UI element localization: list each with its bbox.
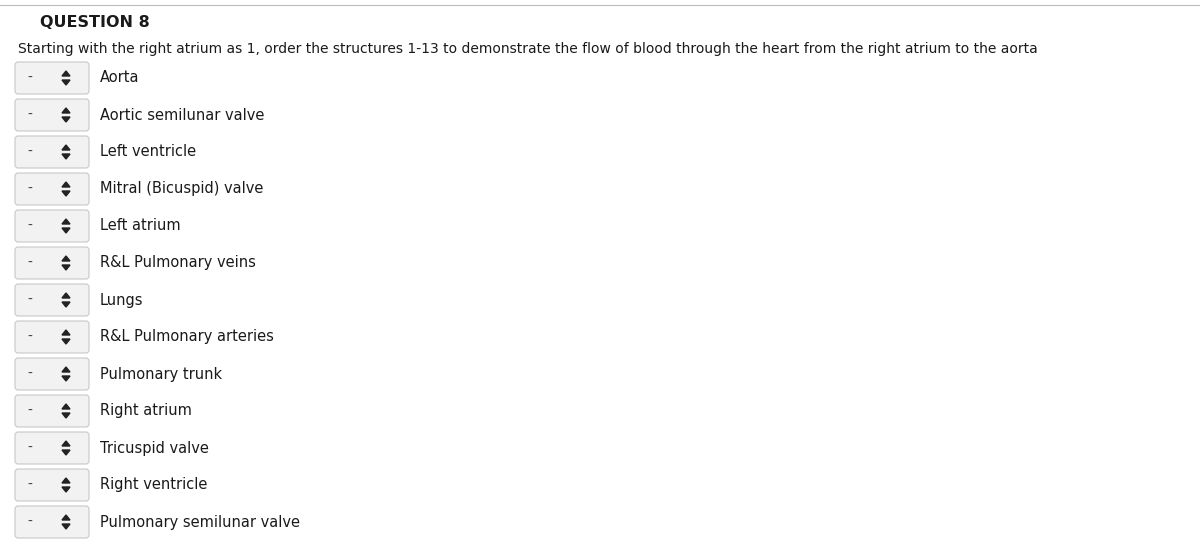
Text: -: - — [28, 330, 32, 344]
Polygon shape — [62, 228, 70, 233]
Polygon shape — [62, 117, 70, 122]
Polygon shape — [62, 487, 70, 492]
Text: Right atrium: Right atrium — [100, 404, 192, 419]
FancyBboxPatch shape — [14, 432, 89, 464]
Text: Tricuspid valve: Tricuspid valve — [100, 440, 209, 456]
Polygon shape — [62, 441, 70, 446]
Polygon shape — [62, 71, 70, 76]
Text: -: - — [28, 182, 32, 196]
Polygon shape — [62, 413, 70, 418]
Text: Lungs: Lungs — [100, 292, 144, 307]
Polygon shape — [62, 339, 70, 344]
Polygon shape — [62, 404, 70, 409]
Polygon shape — [62, 515, 70, 520]
FancyBboxPatch shape — [14, 469, 89, 501]
Polygon shape — [62, 450, 70, 455]
Text: R&L Pulmonary arteries: R&L Pulmonary arteries — [100, 329, 274, 344]
FancyBboxPatch shape — [14, 62, 89, 94]
Polygon shape — [62, 154, 70, 159]
Text: -: - — [28, 478, 32, 492]
Polygon shape — [62, 265, 70, 270]
Text: -: - — [28, 441, 32, 455]
Polygon shape — [62, 182, 70, 187]
Text: -: - — [28, 404, 32, 418]
Polygon shape — [62, 478, 70, 483]
Text: Pulmonary semilunar valve: Pulmonary semilunar valve — [100, 514, 300, 529]
Text: -: - — [28, 256, 32, 270]
Text: Mitral (Bicuspid) valve: Mitral (Bicuspid) valve — [100, 182, 263, 197]
Text: R&L Pulmonary veins: R&L Pulmonary veins — [100, 255, 256, 271]
Text: -: - — [28, 515, 32, 529]
FancyBboxPatch shape — [14, 284, 89, 316]
FancyBboxPatch shape — [14, 506, 89, 538]
Text: Aortic semilunar valve: Aortic semilunar valve — [100, 107, 264, 122]
Text: Left atrium: Left atrium — [100, 219, 181, 234]
FancyBboxPatch shape — [14, 321, 89, 353]
Polygon shape — [62, 302, 70, 307]
Text: QUESTION 8: QUESTION 8 — [40, 15, 150, 30]
Polygon shape — [62, 108, 70, 113]
Text: -: - — [28, 219, 32, 233]
Polygon shape — [62, 293, 70, 298]
Text: -: - — [28, 71, 32, 85]
Polygon shape — [62, 330, 70, 335]
FancyBboxPatch shape — [14, 173, 89, 205]
Text: Pulmonary trunk: Pulmonary trunk — [100, 367, 222, 381]
Polygon shape — [62, 376, 70, 381]
FancyBboxPatch shape — [14, 136, 89, 168]
Text: Aorta: Aorta — [100, 70, 139, 86]
Polygon shape — [62, 80, 70, 85]
Text: Right ventricle: Right ventricle — [100, 477, 208, 492]
Polygon shape — [62, 524, 70, 529]
FancyBboxPatch shape — [14, 395, 89, 427]
Polygon shape — [62, 191, 70, 196]
Polygon shape — [62, 219, 70, 224]
Text: -: - — [28, 293, 32, 307]
Polygon shape — [62, 367, 70, 372]
Text: -: - — [28, 108, 32, 122]
Polygon shape — [62, 145, 70, 150]
Text: -: - — [28, 145, 32, 159]
Polygon shape — [62, 256, 70, 261]
FancyBboxPatch shape — [14, 99, 89, 131]
Text: Left ventricle: Left ventricle — [100, 144, 196, 159]
FancyBboxPatch shape — [14, 358, 89, 390]
FancyBboxPatch shape — [14, 210, 89, 242]
Text: -: - — [28, 367, 32, 381]
FancyBboxPatch shape — [14, 247, 89, 279]
Text: Starting with the right atrium as 1, order the structures 1-13 to demonstrate th: Starting with the right atrium as 1, ord… — [18, 42, 1038, 56]
